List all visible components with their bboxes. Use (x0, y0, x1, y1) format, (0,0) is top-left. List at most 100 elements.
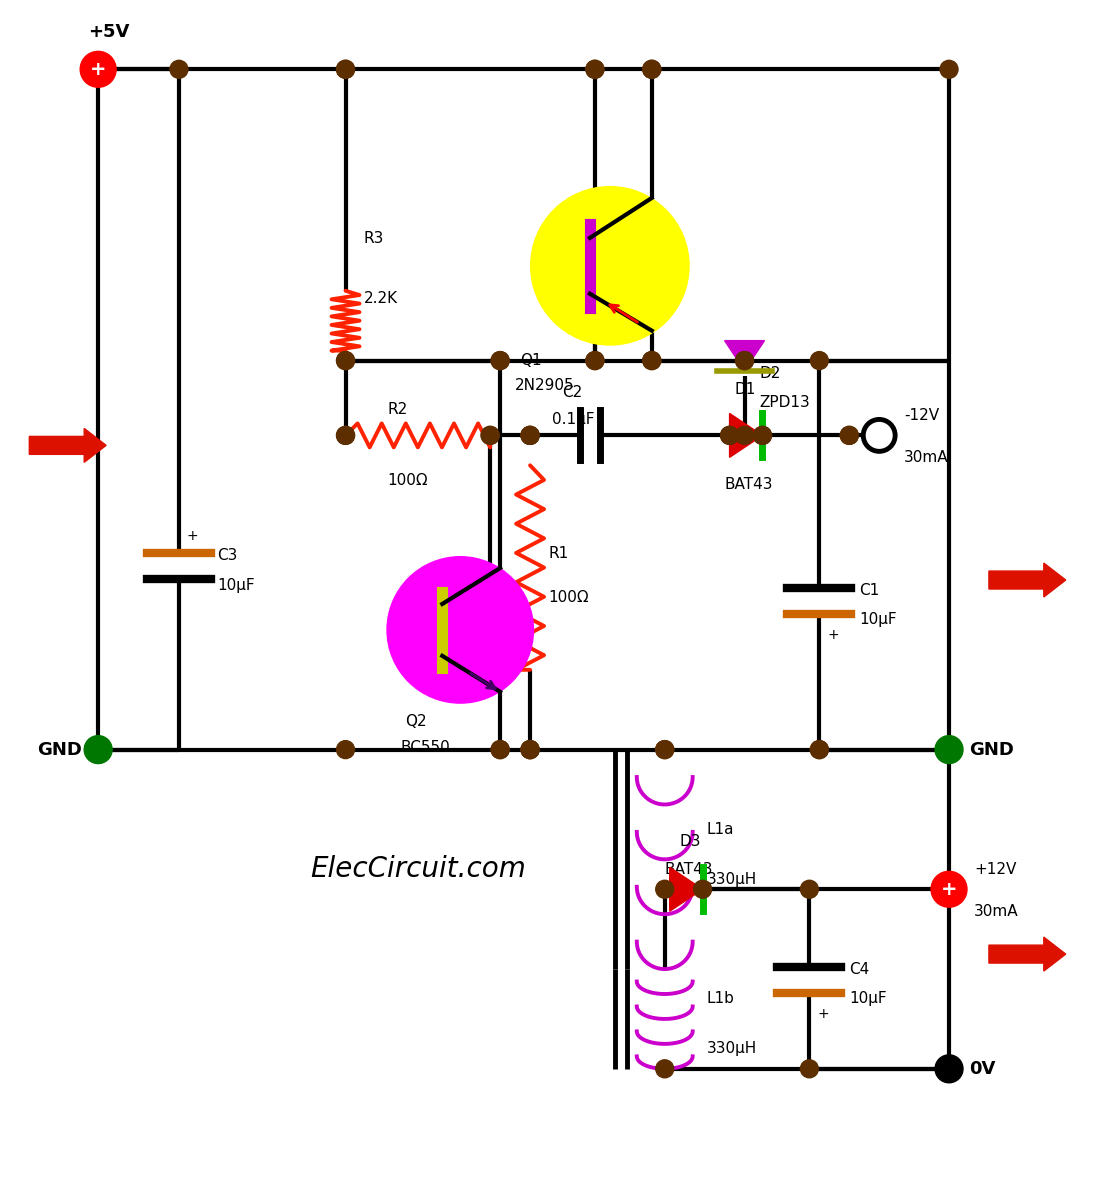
Text: 30mA: 30mA (904, 450, 949, 465)
Circle shape (337, 741, 355, 759)
Text: +: + (827, 628, 839, 642)
Circle shape (491, 741, 509, 759)
Circle shape (643, 60, 661, 78)
Circle shape (810, 741, 828, 759)
Circle shape (521, 426, 539, 444)
Polygon shape (670, 868, 703, 912)
Text: GND: GND (969, 741, 1013, 759)
Circle shape (940, 880, 958, 899)
Text: +: + (186, 529, 199, 543)
Text: D1: D1 (734, 382, 756, 398)
Circle shape (656, 880, 674, 899)
Circle shape (840, 426, 858, 444)
Text: BC550: BC550 (401, 740, 450, 755)
Text: Q1: Q1 (520, 353, 541, 368)
Circle shape (735, 426, 753, 444)
Circle shape (521, 426, 539, 444)
Circle shape (491, 352, 509, 369)
Circle shape (491, 741, 509, 759)
Circle shape (810, 352, 828, 369)
Circle shape (521, 741, 539, 759)
Text: Q2: Q2 (405, 714, 427, 729)
Circle shape (753, 426, 771, 444)
Circle shape (586, 60, 604, 78)
Circle shape (80, 51, 116, 88)
Text: L1b: L1b (706, 991, 734, 1006)
Circle shape (491, 352, 509, 369)
Text: R2: R2 (387, 403, 407, 418)
Text: BAT43: BAT43 (665, 862, 713, 877)
Text: 0V: 0V (969, 1060, 995, 1077)
Circle shape (840, 426, 858, 444)
FancyArrow shape (29, 429, 106, 462)
Circle shape (521, 426, 539, 444)
Circle shape (481, 426, 499, 444)
Text: ZPD13: ZPD13 (760, 395, 810, 411)
Circle shape (532, 188, 687, 343)
Circle shape (337, 352, 355, 369)
Circle shape (656, 741, 674, 759)
Text: 330μH: 330μH (706, 871, 757, 887)
Text: +: + (90, 60, 106, 79)
Text: 10μF: 10μF (217, 578, 254, 592)
Text: 100Ω: 100Ω (387, 474, 429, 488)
Circle shape (337, 426, 355, 444)
Circle shape (643, 352, 661, 369)
Circle shape (694, 880, 712, 899)
Circle shape (735, 352, 753, 369)
Circle shape (753, 426, 771, 444)
Text: +12V: +12V (974, 862, 1017, 877)
Circle shape (810, 741, 828, 759)
Circle shape (656, 1060, 674, 1077)
Circle shape (337, 352, 355, 369)
Circle shape (940, 741, 958, 759)
Circle shape (721, 426, 739, 444)
FancyArrow shape (989, 564, 1066, 597)
Text: GND: GND (37, 741, 83, 759)
Text: BAT43: BAT43 (724, 477, 773, 493)
Circle shape (586, 352, 604, 369)
Text: C1: C1 (859, 583, 879, 598)
Circle shape (481, 426, 499, 444)
Circle shape (643, 352, 661, 369)
Circle shape (586, 352, 604, 369)
Text: +5V: +5V (88, 24, 129, 41)
Text: 2N2905: 2N2905 (516, 378, 575, 393)
Circle shape (388, 558, 532, 702)
Circle shape (940, 60, 958, 78)
Circle shape (89, 60, 107, 78)
Text: D3: D3 (680, 835, 701, 849)
Text: 2.2K: 2.2K (364, 291, 397, 307)
Circle shape (337, 60, 355, 78)
Circle shape (337, 60, 355, 78)
Text: 10μF: 10μF (849, 991, 887, 1006)
Circle shape (800, 1060, 818, 1077)
Polygon shape (724, 341, 764, 371)
Circle shape (521, 741, 539, 759)
Text: D2: D2 (760, 366, 781, 380)
Circle shape (735, 352, 753, 369)
Circle shape (84, 735, 112, 764)
Circle shape (337, 426, 355, 444)
Text: C2: C2 (562, 386, 583, 400)
Circle shape (931, 871, 966, 907)
Circle shape (89, 741, 107, 759)
Circle shape (170, 60, 187, 78)
Circle shape (800, 880, 818, 899)
Text: 30mA: 30mA (974, 905, 1019, 919)
Text: R1: R1 (548, 546, 568, 560)
Text: C3: C3 (217, 547, 238, 562)
Text: 0.1μF: 0.1μF (552, 412, 595, 427)
Circle shape (935, 1055, 963, 1083)
Text: 10μF: 10μF (859, 612, 897, 628)
Circle shape (643, 60, 661, 78)
Text: L1a: L1a (706, 822, 734, 837)
Text: 100Ω: 100Ω (548, 591, 588, 605)
Circle shape (89, 60, 107, 78)
Text: +: + (941, 880, 958, 899)
Text: 330μH: 330μH (706, 1042, 757, 1056)
Polygon shape (730, 413, 762, 457)
Text: C4: C4 (849, 961, 869, 977)
Text: +: + (817, 1006, 829, 1021)
Circle shape (656, 741, 674, 759)
